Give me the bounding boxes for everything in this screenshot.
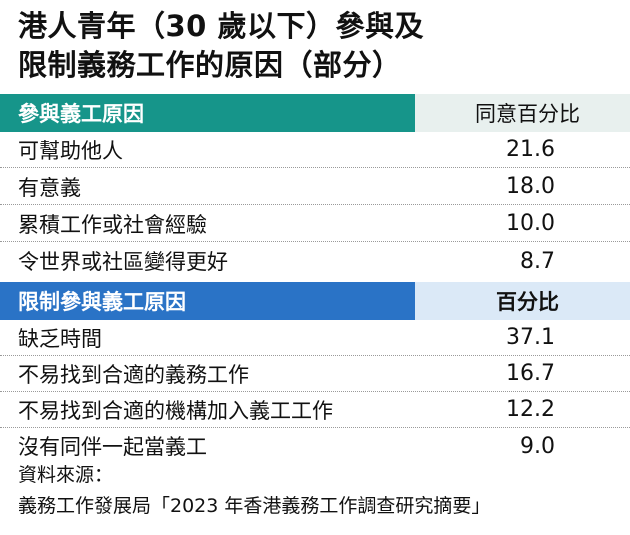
row-label: 缺乏時間 bbox=[18, 326, 102, 351]
row-value: 9.0 bbox=[520, 433, 555, 459]
section-header-value: 同意百分比 bbox=[415, 94, 630, 132]
section-header-participation: 參與義工原因 同意百分比 bbox=[0, 94, 630, 132]
row-label: 不易找到合適的機構加入義工工作 bbox=[18, 398, 333, 423]
source-text: 義務工作發展局「2023 年香港義務工作調查研究摘要」 bbox=[18, 495, 491, 517]
section-header-label: 參與義工原因 bbox=[0, 94, 415, 132]
title-block: 港人青年（30 歲以下）參與及 限制義務工作的原因（部分） bbox=[0, 0, 630, 94]
section-header-label: 限制參與義工原因 bbox=[0, 282, 415, 320]
table-row: 不易找到合適的義務工作 16.7 bbox=[0, 356, 630, 392]
source-label: 資料來源： bbox=[18, 464, 114, 486]
title-line-2: 限制義務工作的原因（部分） bbox=[18, 48, 402, 82]
table-row: 不易找到合適的機構加入義工工作 12.2 bbox=[0, 392, 630, 428]
title-line-1: 港人青年（30 歲以下）參與及 bbox=[18, 9, 424, 43]
section-header-limitation: 限制參與義工原因 百分比 bbox=[0, 282, 630, 320]
section-header-value: 百分比 bbox=[415, 282, 630, 320]
row-label: 可幫助他人 bbox=[18, 138, 123, 163]
table-row: 累積工作或社會經驗 10.0 bbox=[0, 206, 630, 242]
row-label: 沒有同伴一起當義工 bbox=[18, 435, 207, 459]
row-value: 18.0 bbox=[506, 174, 555, 199]
table-row: 可幫助他人 21.6 bbox=[0, 132, 630, 168]
row-value: 16.7 bbox=[506, 361, 555, 386]
table-row: 有意義 18.0 bbox=[0, 169, 630, 205]
row-value: 21.6 bbox=[506, 137, 555, 162]
row-label: 令世界或社區變得更好 bbox=[18, 250, 228, 274]
row-value: 10.0 bbox=[506, 211, 555, 236]
table-row: 缺乏時間 37.1 bbox=[0, 320, 630, 356]
row-value: 12.2 bbox=[506, 397, 555, 422]
row-label: 不易找到合適的義務工作 bbox=[18, 362, 249, 387]
row-label: 累積工作或社會經驗 bbox=[18, 212, 207, 237]
row-value: 8.7 bbox=[520, 248, 555, 274]
table-row: 沒有同伴一起當義工 9.0 bbox=[0, 428, 630, 464]
table-row: 令世界或社區變得更好 8.7 bbox=[0, 243, 630, 279]
row-label: 有意義 bbox=[18, 175, 81, 200]
row-value: 37.1 bbox=[506, 325, 555, 350]
